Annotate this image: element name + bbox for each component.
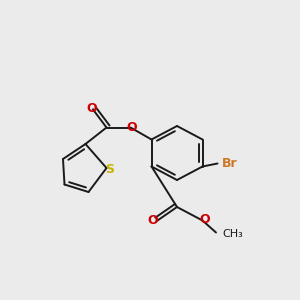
Text: S: S: [105, 163, 114, 176]
Text: O: O: [148, 214, 158, 227]
Text: O: O: [127, 121, 137, 134]
Text: O: O: [86, 101, 97, 115]
Text: Br: Br: [222, 157, 238, 170]
Text: CH₃: CH₃: [223, 229, 243, 239]
Text: O: O: [200, 213, 210, 226]
